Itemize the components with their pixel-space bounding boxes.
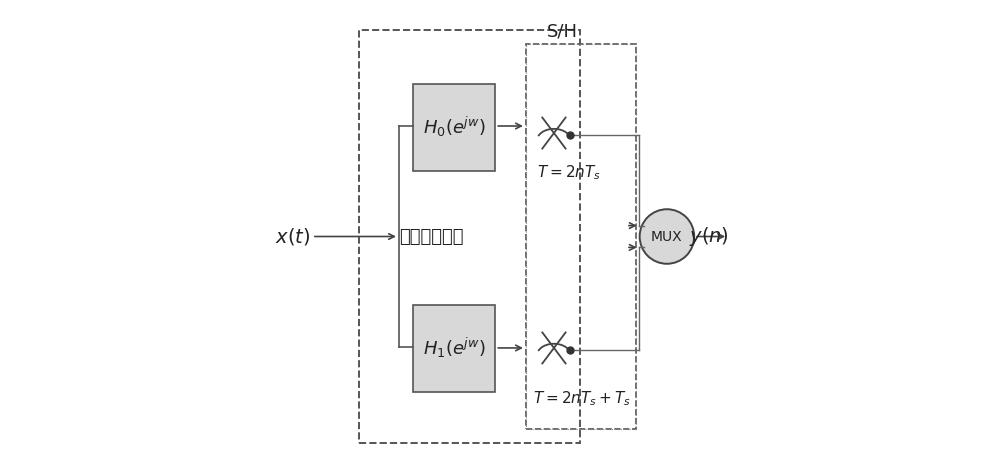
- Text: $H_1(e^{jw})$: $H_1(e^{jw})$: [423, 336, 486, 360]
- Bar: [413, 84, 495, 171]
- Text: $H_0(e^{jw})$: $H_0(e^{jw})$: [423, 115, 486, 139]
- Text: $T = 2nT_s$: $T = 2nT_s$: [537, 164, 601, 183]
- Bar: [413, 305, 495, 392]
- Circle shape: [640, 209, 694, 264]
- Text: 信道频率响应: 信道频率响应: [400, 228, 464, 245]
- Text: $x(t)$: $x(t)$: [275, 226, 311, 247]
- Text: S/H: S/H: [547, 23, 578, 41]
- Bar: [359, 30, 580, 443]
- Bar: [526, 44, 636, 429]
- Bar: [526, 44, 636, 429]
- Text: $y(n)$: $y(n)$: [689, 225, 729, 248]
- Text: $T = 2nT_s + T_s$: $T = 2nT_s + T_s$: [533, 389, 631, 408]
- Text: MUX: MUX: [651, 229, 683, 244]
